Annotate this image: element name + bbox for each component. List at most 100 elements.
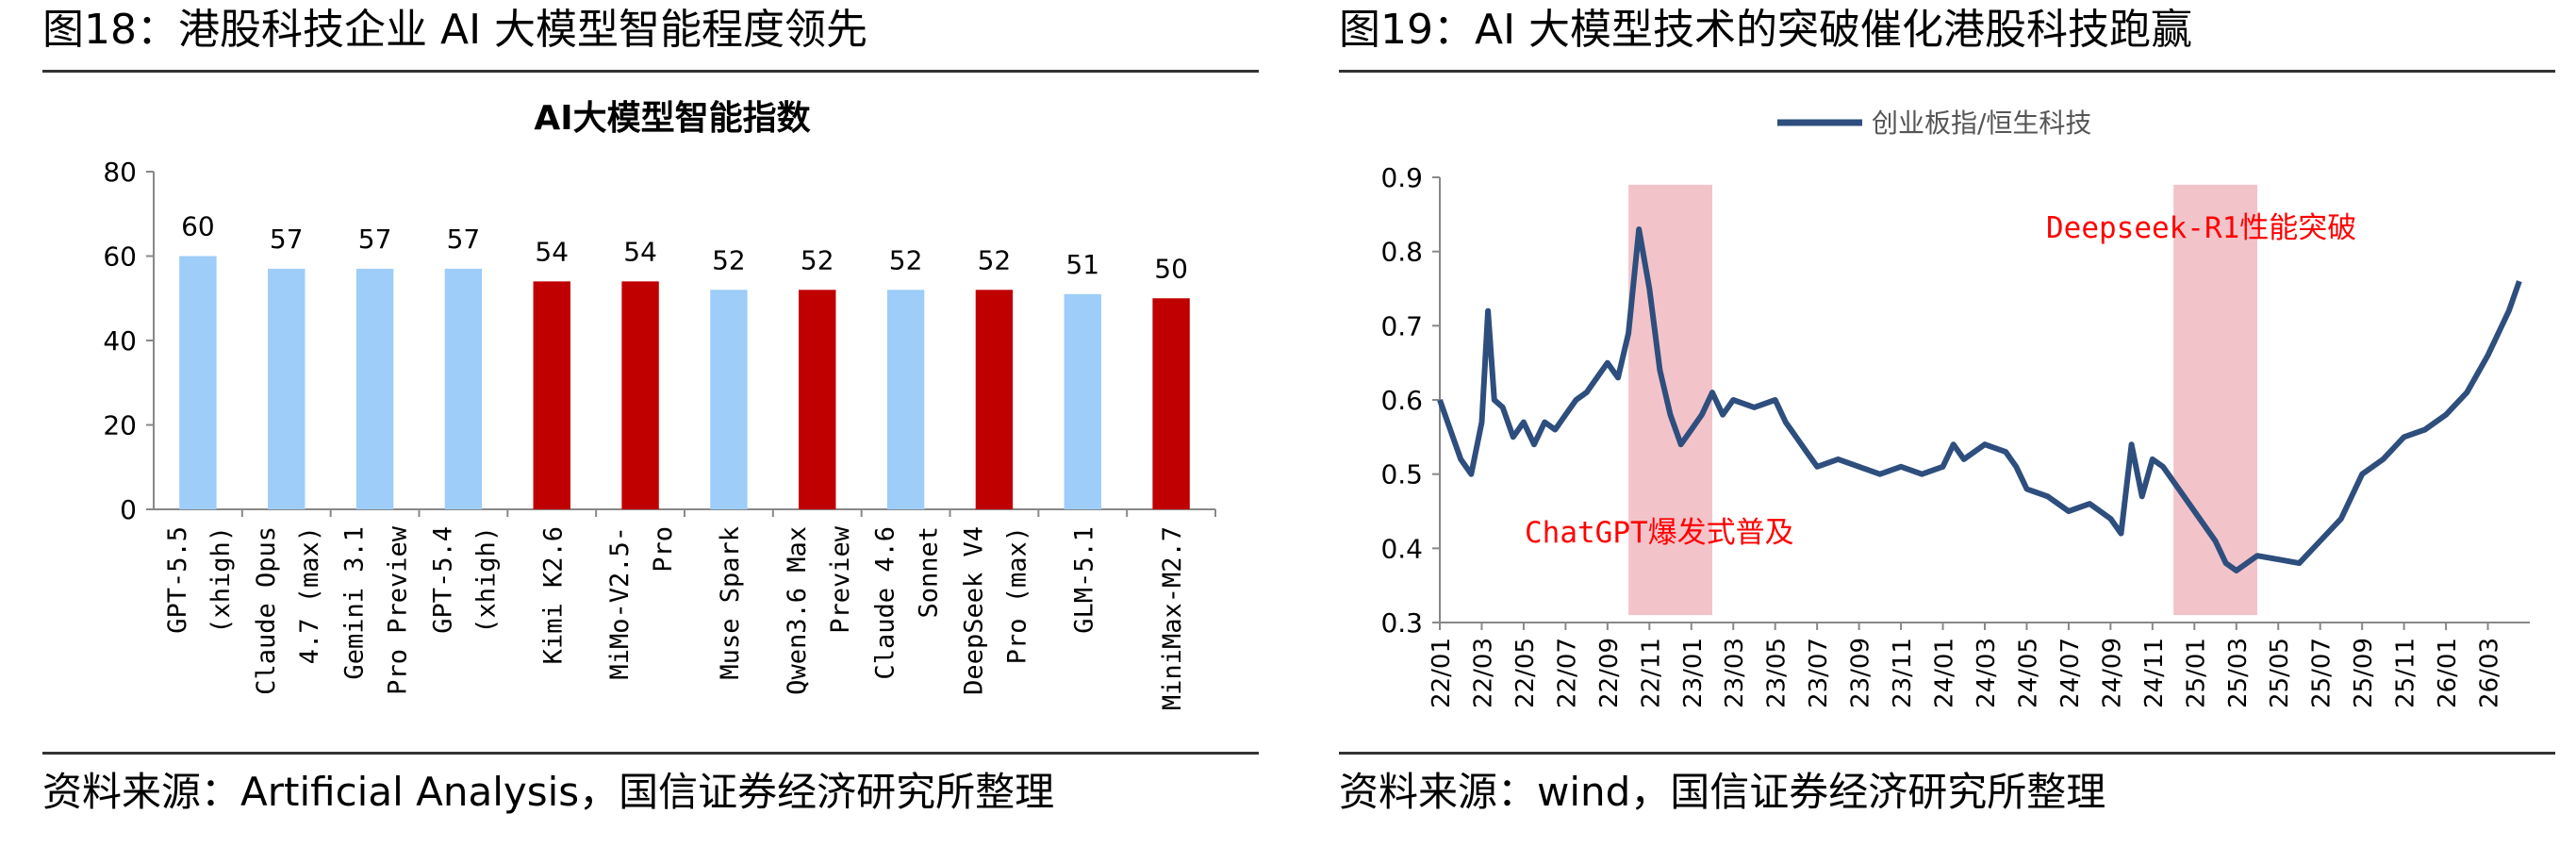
category-label: MiMo-V2.5- bbox=[605, 526, 635, 680]
title-divider bbox=[42, 70, 1259, 73]
y-tick-label: 0.6 bbox=[1380, 385, 1423, 416]
x-tick-label: 23/09 bbox=[1847, 638, 1875, 708]
right-panel: 图19：AI 大模型技术的突破催化港股科技跑赢 0.3 0.4 0.5 0.6 0.7 0… bbox=[1339, 0, 2555, 847]
data-label: 54 bbox=[623, 236, 657, 267]
category-label: Pro bbox=[649, 526, 678, 573]
category-label: Preview bbox=[826, 525, 855, 634]
y-tick-label: 0.5 bbox=[1380, 459, 1423, 490]
x-tick-label: 24/07 bbox=[2056, 638, 2085, 708]
annotation-deepseek: Deepseek-R1性能突破 bbox=[2046, 211, 2356, 245]
category-label: GLM-5.1 bbox=[1069, 526, 1098, 634]
y-tick-label: 20 bbox=[103, 410, 137, 441]
data-label: 57 bbox=[270, 224, 304, 255]
x-tick-label: 26/03 bbox=[2476, 638, 2504, 708]
x-tick-label: 23/07 bbox=[1805, 638, 1833, 708]
data-label: 51 bbox=[1065, 249, 1099, 280]
chart-title: AI大模型智能指数 bbox=[534, 99, 810, 138]
bar bbox=[975, 290, 1014, 509]
category-label: GPT-5.4 bbox=[428, 526, 457, 634]
y-tick-label: 40 bbox=[103, 325, 137, 357]
source-note: 资料来源：wind，国信证券经济研究所整理 bbox=[1339, 769, 2106, 815]
bar bbox=[621, 281, 659, 509]
x-tick-label: 23/11 bbox=[1889, 638, 1917, 708]
bar bbox=[1152, 298, 1190, 509]
bar bbox=[179, 256, 217, 509]
x-tick-label: 24/05 bbox=[2014, 638, 2042, 708]
bar bbox=[886, 290, 925, 509]
data-label: 52 bbox=[801, 244, 834, 275]
shaded-period bbox=[2173, 184, 2257, 616]
bar bbox=[355, 268, 394, 509]
data-label: 50 bbox=[1154, 253, 1188, 284]
category-label: Pro (max) bbox=[1002, 526, 1032, 664]
x-tick-label: 22/05 bbox=[1511, 638, 1540, 708]
y-tick-label: 60 bbox=[103, 241, 137, 273]
bar bbox=[533, 281, 570, 509]
x-tick-label: 25/07 bbox=[2308, 638, 2337, 708]
category-label: Qwen3.6 Max bbox=[783, 526, 812, 695]
x-tick-label: 22/07 bbox=[1553, 638, 1581, 708]
bar-chart: AI大模型智能指数 0 20 40 60 80 60 57 57 57 54 54 52 52 52 52… bbox=[103, 99, 1216, 710]
category-label: Sonnet bbox=[915, 526, 944, 619]
legend-label: 创业板指/恒生科技 bbox=[1872, 108, 2091, 139]
x-tick-label: 25/03 bbox=[2224, 638, 2253, 708]
x-tick-label: 25/11 bbox=[2392, 638, 2420, 708]
y-tick-label: 80 bbox=[103, 157, 137, 188]
x-tick-label: 23/01 bbox=[1679, 638, 1708, 708]
source-divider bbox=[42, 752, 1259, 755]
y-tick-label: 0.9 bbox=[1380, 162, 1423, 193]
data-label: 52 bbox=[978, 244, 1012, 275]
y-tick-label: 0.4 bbox=[1380, 533, 1423, 564]
x-tick-label: 24/01 bbox=[1931, 638, 1959, 708]
category-label: DeepSeek V4 bbox=[959, 526, 988, 695]
figure-title-18: 图18：港股科技企业 AI 大模型智能程度领先 bbox=[42, 6, 868, 54]
x-tick-label: 25/09 bbox=[2350, 638, 2378, 708]
x-tick-label: 25/01 bbox=[2182, 638, 2210, 708]
data-label: 54 bbox=[535, 236, 569, 267]
x-tick-label: 22/09 bbox=[1595, 638, 1624, 708]
category-label: (xhigh) bbox=[206, 526, 236, 634]
x-tick-label: 24/03 bbox=[1973, 638, 2001, 708]
x-tick-label: 26/01 bbox=[2434, 638, 2462, 708]
annotation-chatgpt: ChatGPT爆发式普及 bbox=[1525, 516, 1794, 550]
bar bbox=[710, 290, 748, 509]
line-chart: 0.3 0.4 0.5 0.6 0.7 0.8 0.9 22/01 22/03 22/05 22/0… bbox=[1380, 108, 2530, 708]
category-label: 4.7 (max) bbox=[295, 526, 324, 664]
x-tick-label: 22/03 bbox=[1469, 638, 1497, 708]
x-tick-label: 24/11 bbox=[2140, 638, 2169, 708]
bar bbox=[799, 290, 836, 509]
x-tick-label: 24/09 bbox=[2098, 638, 2126, 708]
y-tick-label: 0.3 bbox=[1380, 607, 1423, 639]
source-note: 资料来源：Artificial Analysis，国信证券经济研究所整理 bbox=[42, 769, 1055, 815]
category-label: MiniMax-M2.7 bbox=[1158, 526, 1187, 710]
category-label: (xhigh) bbox=[471, 526, 501, 634]
data-label: 52 bbox=[889, 244, 923, 275]
x-tick-label: 23/03 bbox=[1721, 638, 1749, 708]
x-tick-label: 22/01 bbox=[1428, 638, 1456, 708]
category-label: Muse Spark bbox=[716, 526, 745, 680]
y-tick-label: 0.7 bbox=[1380, 310, 1423, 341]
title-divider bbox=[1339, 70, 2555, 73]
source-divider bbox=[1339, 752, 2555, 755]
data-label: 57 bbox=[447, 224, 481, 255]
data-label: 57 bbox=[358, 224, 392, 255]
data-label: 60 bbox=[181, 211, 215, 242]
category-label: Claude 4.6 bbox=[871, 526, 900, 680]
bar bbox=[268, 268, 305, 509]
category-label: GPT-5.5 bbox=[163, 526, 192, 634]
category-label: Claude Opus bbox=[252, 526, 281, 695]
x-tick-label: 23/05 bbox=[1763, 638, 1792, 708]
bar bbox=[444, 268, 483, 509]
figure-title-19: 图19：AI 大模型技术的突破催化港股科技跑赢 bbox=[1339, 6, 2193, 54]
category-label: Kimi K2.6 bbox=[538, 526, 568, 664]
x-tick-label: 22/11 bbox=[1637, 638, 1665, 708]
data-label: 52 bbox=[712, 244, 746, 275]
series-line bbox=[1437, 226, 2522, 573]
bar bbox=[1064, 293, 1101, 509]
y-tick-label: 0.8 bbox=[1380, 237, 1423, 268]
x-tick-label: 25/05 bbox=[2266, 638, 2294, 708]
left-panel: 图18：港股科技企业 AI 大模型智能程度领先 AI大模型智能指数 0 20 40 6… bbox=[42, 0, 1259, 847]
y-tick-label: 0 bbox=[120, 494, 137, 525]
category-label: Gemini 3.1 bbox=[340, 526, 370, 680]
category-label: Pro Preview bbox=[384, 525, 413, 695]
